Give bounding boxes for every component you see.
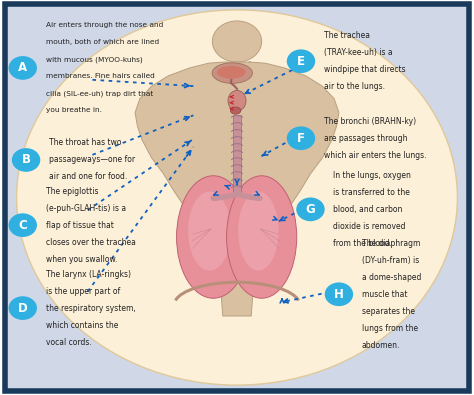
Circle shape	[296, 198, 325, 221]
Text: B: B	[22, 154, 30, 166]
Polygon shape	[135, 62, 339, 316]
Text: C: C	[18, 219, 27, 231]
Text: which air enters the lungs.: which air enters the lungs.	[324, 151, 426, 160]
Circle shape	[9, 56, 37, 80]
Polygon shape	[224, 62, 250, 75]
Text: with mucous (MYOO-kuhs): with mucous (MYOO-kuhs)	[46, 56, 142, 63]
Text: is the upper part of: is the upper part of	[46, 287, 120, 295]
Text: separates the: separates the	[362, 307, 415, 316]
Text: D: D	[18, 302, 27, 314]
Circle shape	[12, 148, 40, 172]
Text: In the lungs, oxygen: In the lungs, oxygen	[333, 171, 411, 180]
Text: membranes. Fine hairs called: membranes. Fine hairs called	[46, 73, 154, 79]
Ellipse shape	[212, 63, 252, 83]
Text: blood, and carbon: blood, and carbon	[333, 205, 402, 214]
Text: F: F	[297, 132, 305, 145]
Text: The diaphragm: The diaphragm	[362, 239, 420, 248]
Text: (DY-uh-fram) is: (DY-uh-fram) is	[362, 256, 419, 265]
Circle shape	[9, 213, 37, 237]
Text: H: H	[334, 288, 344, 301]
Ellipse shape	[230, 107, 241, 114]
Text: dioxide is removed: dioxide is removed	[333, 222, 406, 231]
Circle shape	[287, 49, 315, 73]
Text: abdomen.: abdomen.	[362, 341, 400, 350]
Text: The trachea: The trachea	[324, 31, 370, 40]
Ellipse shape	[217, 66, 246, 79]
Text: cilia (SIL-ee-uh) trap dirt that: cilia (SIL-ee-uh) trap dirt that	[46, 90, 153, 97]
Text: passageways—one for: passageways—one for	[49, 156, 135, 164]
Text: A: A	[18, 62, 27, 74]
Circle shape	[212, 21, 262, 62]
Text: E: E	[297, 55, 305, 68]
Text: The epiglottis: The epiglottis	[46, 187, 98, 196]
Text: a dome-shaped: a dome-shaped	[362, 273, 421, 282]
Text: muscle that: muscle that	[362, 290, 407, 299]
Ellipse shape	[238, 192, 279, 271]
Text: vocal cords.: vocal cords.	[46, 338, 91, 346]
Text: lungs from the: lungs from the	[362, 324, 418, 333]
Ellipse shape	[176, 176, 250, 298]
Text: The bronchi (BRAHN-ky): The bronchi (BRAHN-ky)	[324, 117, 416, 126]
Text: air and one for food.: air and one for food.	[49, 173, 127, 181]
Ellipse shape	[17, 10, 457, 385]
Text: The larynx (LA-ringks): The larynx (LA-ringks)	[46, 270, 130, 278]
Circle shape	[287, 126, 315, 150]
Ellipse shape	[227, 176, 297, 298]
Text: Air enters through the nose and: Air enters through the nose and	[46, 23, 163, 28]
Text: mouth, both of which are lined: mouth, both of which are lined	[46, 40, 159, 45]
Text: closes over the trachea: closes over the trachea	[46, 238, 136, 246]
Text: which contains the: which contains the	[46, 321, 118, 329]
Text: air to the lungs.: air to the lungs.	[324, 82, 385, 91]
Polygon shape	[233, 115, 241, 194]
Text: is transferred to the: is transferred to the	[333, 188, 410, 197]
Text: The throat has two: The throat has two	[49, 139, 121, 147]
Text: windpipe that directs: windpipe that directs	[324, 65, 405, 74]
Text: are passages through: are passages through	[324, 134, 407, 143]
Text: you breathe in.: you breathe in.	[46, 107, 101, 113]
Text: when you swallow.: when you swallow.	[46, 255, 117, 263]
Text: (TRAY-kee-uh) is a: (TRAY-kee-uh) is a	[324, 48, 392, 57]
Text: G: G	[306, 203, 315, 216]
Ellipse shape	[228, 90, 246, 111]
Circle shape	[325, 282, 353, 306]
Text: flap of tissue that: flap of tissue that	[46, 221, 113, 229]
Text: from the blood.: from the blood.	[333, 239, 392, 248]
Text: (e-puh-GLAH-tis) is a: (e-puh-GLAH-tis) is a	[46, 204, 126, 213]
Text: the respiratory system,: the respiratory system,	[46, 304, 135, 312]
Ellipse shape	[188, 192, 231, 271]
Circle shape	[9, 296, 37, 320]
